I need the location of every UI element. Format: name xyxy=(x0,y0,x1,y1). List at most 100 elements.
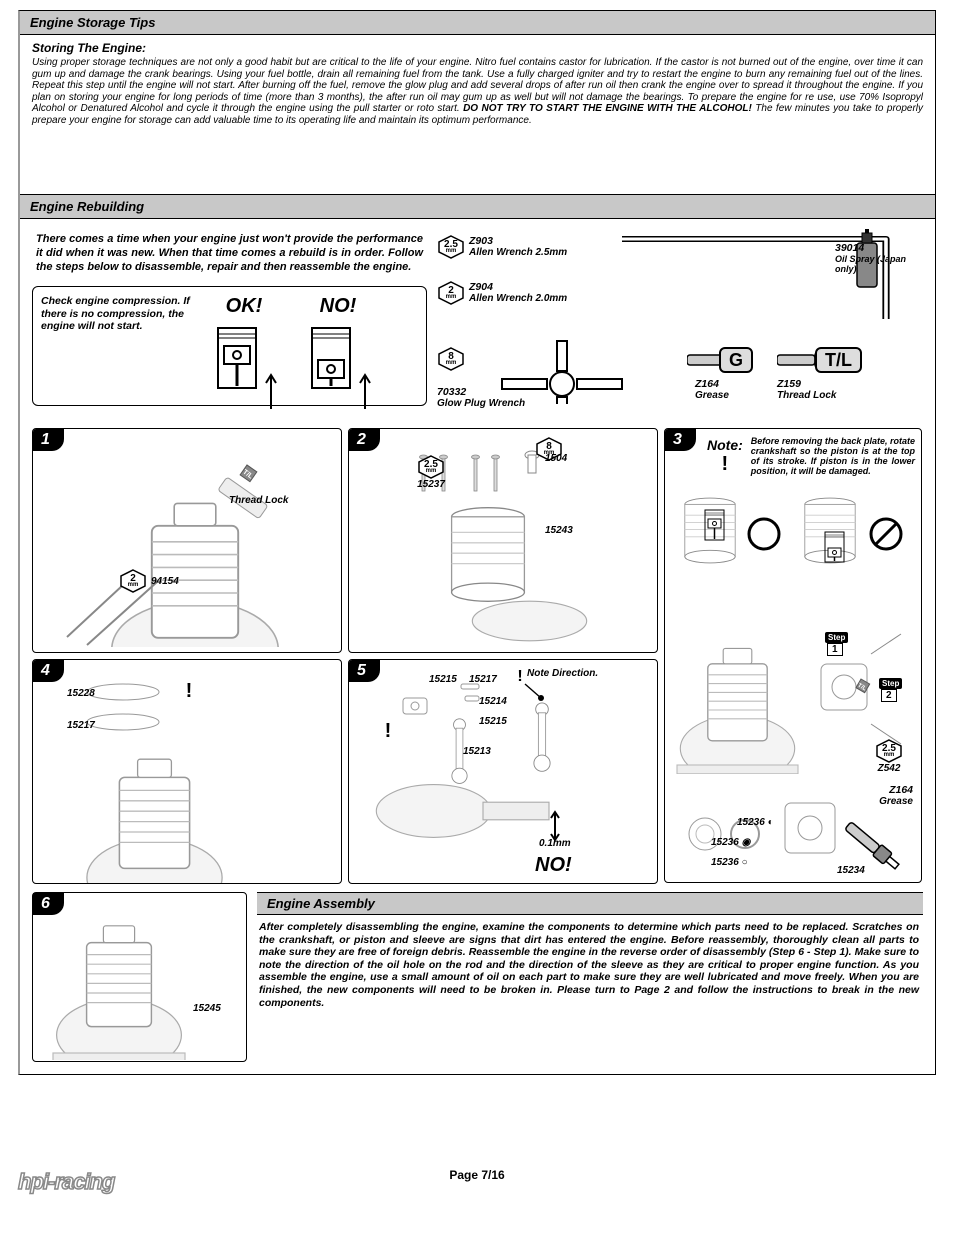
exclamation-icon: ! xyxy=(178,680,200,702)
step3-a: 15236 ◐ xyxy=(737,817,774,828)
compression-text: Check engine compression. If there is no… xyxy=(41,295,196,333)
chip-lbl: Step xyxy=(825,632,848,643)
tool-glow: 8mm xyxy=(437,347,465,371)
hex-badge-2-5: 2.5mm xyxy=(875,739,903,763)
ok-label: OK! xyxy=(210,295,278,318)
storage-header: Engine Storage Tips xyxy=(20,11,935,35)
step4-p1: 15228 xyxy=(67,688,95,699)
step1-partnum: 94154 xyxy=(151,576,179,587)
threadlock-code: Z159 xyxy=(777,379,836,390)
cl: 15236 xyxy=(711,857,739,868)
piston-ok-icon xyxy=(210,322,264,394)
prohibit-icon xyxy=(869,517,903,551)
glow-labels: 70332 Glow Plug Wrench xyxy=(437,387,525,409)
step5-num: 5 xyxy=(349,660,380,682)
threadlock-pill: T/L xyxy=(815,347,862,373)
assembly-column: Engine Assembly After completely disasse… xyxy=(257,892,923,1009)
step5-p5: 15213 xyxy=(463,746,491,757)
z903-name: Allen Wrench 2.5mm xyxy=(469,247,567,258)
logo: hpi-racing xyxy=(18,1169,114,1195)
step-6: 6 15245 xyxy=(32,892,247,1062)
hex-badge-2-5: 2.5mm xyxy=(417,455,445,479)
threadlock-labels: Z159 Thread Lock xyxy=(777,379,836,401)
step1-threadlock-label: Thread Lock xyxy=(229,495,288,506)
step4-art-icon xyxy=(63,674,333,884)
assembly-header: Engine Assembly xyxy=(257,892,923,915)
step3-grease: Z164 Grease xyxy=(879,785,913,807)
steps-grid: 1 T/L Thread Lock 2mm 94154 2 xyxy=(32,428,923,884)
glow-code: 70332 xyxy=(437,387,525,398)
ok-column: OK! xyxy=(210,295,278,411)
spacer xyxy=(20,134,935,194)
grease-labels: Z164 Grease xyxy=(695,379,729,401)
step3-z542: 2.5mm Z542 xyxy=(875,739,903,774)
step3-b: 15236 ◉ xyxy=(711,837,750,848)
grease-code: Z164 xyxy=(695,379,729,390)
page-footer: hpi-racing Page 7/16 xyxy=(18,1155,936,1195)
step3-z542-num: Z542 xyxy=(878,763,901,774)
step-4: 4 ! 15228 15217 xyxy=(32,659,342,884)
z164-code: Z164 xyxy=(879,785,913,796)
rebuild-header: Engine Rebuilding xyxy=(20,194,935,219)
step5-p2: 15217 xyxy=(469,674,497,685)
rebuild-body: There comes a time when your engine just… xyxy=(20,219,935,1074)
z904-name: Allen Wrench 2.0mm xyxy=(469,293,567,304)
exclamation-icon: ! xyxy=(714,453,736,475)
storage-subtitle: Storing The Engine: xyxy=(32,41,923,55)
page-frame: Engine Storage Tips Storing The Engine: … xyxy=(18,10,936,1075)
threadlock-name: Thread Lock xyxy=(777,390,836,401)
tools-column: 2.5mm Z903 Allen Wrench 2.5mm 2mm Z904 A… xyxy=(437,229,923,414)
step5-p3: 15214 xyxy=(479,696,507,707)
step5-p1: 15215 xyxy=(429,674,457,685)
hex-badge-2: 2mm xyxy=(119,569,147,593)
step2-badge1: 2.5mm 15237 xyxy=(417,455,445,490)
step3-piston-diagram-icon xyxy=(673,489,913,619)
tool-z904: 2mm Z904 Allen Wrench 2.0mm xyxy=(437,281,567,305)
step3-note: Note: ! Before removing the back plate, … xyxy=(707,437,915,477)
step6-part: 15245 xyxy=(193,1003,221,1014)
oil-name: Oil Spray (Japan only) xyxy=(835,254,925,274)
assembly-row: 6 15245 Engine Assembly After completely… xyxy=(32,892,923,1062)
z904-code: Z904 xyxy=(469,282,567,293)
step5-art-icon xyxy=(363,678,653,878)
no-label: NO! xyxy=(304,295,372,318)
step-2: 2 2.5mm 15237 8mm 1504 xyxy=(348,428,658,653)
tool-oil: 39014 Oil Spray (Japan only) xyxy=(835,243,925,274)
step3-num: 3 xyxy=(665,429,696,451)
step1-art-icon: T/L xyxy=(47,457,327,647)
storage-body: Storing The Engine: Using proper storage… xyxy=(20,35,935,134)
step3-c: 15236 ○ xyxy=(711,857,748,868)
assembly-text: After completely disassembling the engin… xyxy=(257,915,923,1009)
chip-num: 1 xyxy=(827,643,843,656)
rebuild-intro: There comes a time when your engine just… xyxy=(32,229,427,278)
hex-badge-2: 2mm xyxy=(437,281,465,305)
up-arrow-icon xyxy=(358,371,372,411)
badge-unit: mm xyxy=(446,361,457,366)
ok-circle-icon xyxy=(747,517,781,551)
grease-name: Grease xyxy=(695,390,729,401)
up-arrow-icon xyxy=(264,371,278,411)
step5-notedir: Note Direction. xyxy=(527,668,598,679)
piston-no-icon xyxy=(304,322,358,394)
hex-badge-2-5: 2.5mm xyxy=(437,235,465,259)
compression-box: Check engine compression. If there is no… xyxy=(32,286,427,406)
z164-name: Grease xyxy=(879,796,913,807)
cl: 15236 xyxy=(711,837,739,848)
step-3: 3 Note: ! Before removing the back plate… xyxy=(664,428,922,883)
badge-unit: mm xyxy=(446,295,457,300)
step-5: 5 ! ! Note Direction. 15215 15217 15214 xyxy=(348,659,658,884)
storage-text-bold: DO NOT TRY TO START THE ENGINE WITH THE … xyxy=(463,103,752,114)
step3-d: 15234 xyxy=(837,865,865,876)
exclamation-icon: ! xyxy=(377,720,399,742)
step5-p4: 15215 xyxy=(479,716,507,727)
z903-code: Z903 xyxy=(469,236,567,247)
glow-name: Glow Plug Wrench xyxy=(437,398,525,409)
step4-num: 4 xyxy=(33,660,64,682)
oil-code: 39014 xyxy=(835,243,925,254)
note-text: Before removing the back plate, rotate c… xyxy=(751,437,915,477)
chip-lbl: Step xyxy=(879,678,902,689)
no-column: NO! xyxy=(304,295,372,411)
page-number: Page 7/16 xyxy=(449,1168,504,1182)
step2-p3: 15243 xyxy=(545,525,573,536)
step2-p1: 15237 xyxy=(417,479,445,490)
